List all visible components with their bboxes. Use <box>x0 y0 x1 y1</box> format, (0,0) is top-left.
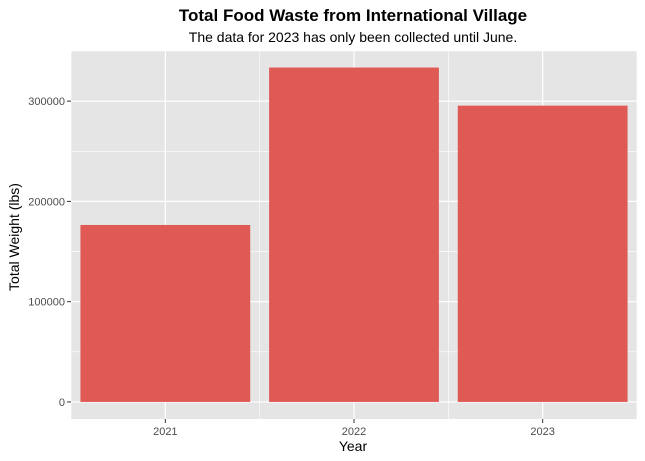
chart-subtitle: The data for 2023 has only been collecte… <box>189 29 517 45</box>
x-axis: 2021 2022 2023 <box>153 419 555 438</box>
bar-2021 <box>80 224 251 402</box>
bars <box>80 67 628 402</box>
y-axis-title: Total Weight (lbs) <box>6 183 22 291</box>
bar-2023 <box>457 105 628 402</box>
y-tick-label: 200000 <box>28 196 65 208</box>
chart-title: Total Food Waste from International Vill… <box>179 6 527 25</box>
y-axis: 0 100000 200000 300000 <box>28 96 71 409</box>
x-tick-label: 2021 <box>153 426 177 438</box>
bar-2022 <box>269 67 439 402</box>
x-tick-label: 2023 <box>530 426 554 438</box>
x-tick-label: 2022 <box>342 426 366 438</box>
y-tick-label: 100000 <box>28 297 65 309</box>
x-axis-title: Year <box>339 438 368 454</box>
y-tick-label: 300000 <box>28 96 65 108</box>
y-tick-label: 0 <box>59 397 65 409</box>
